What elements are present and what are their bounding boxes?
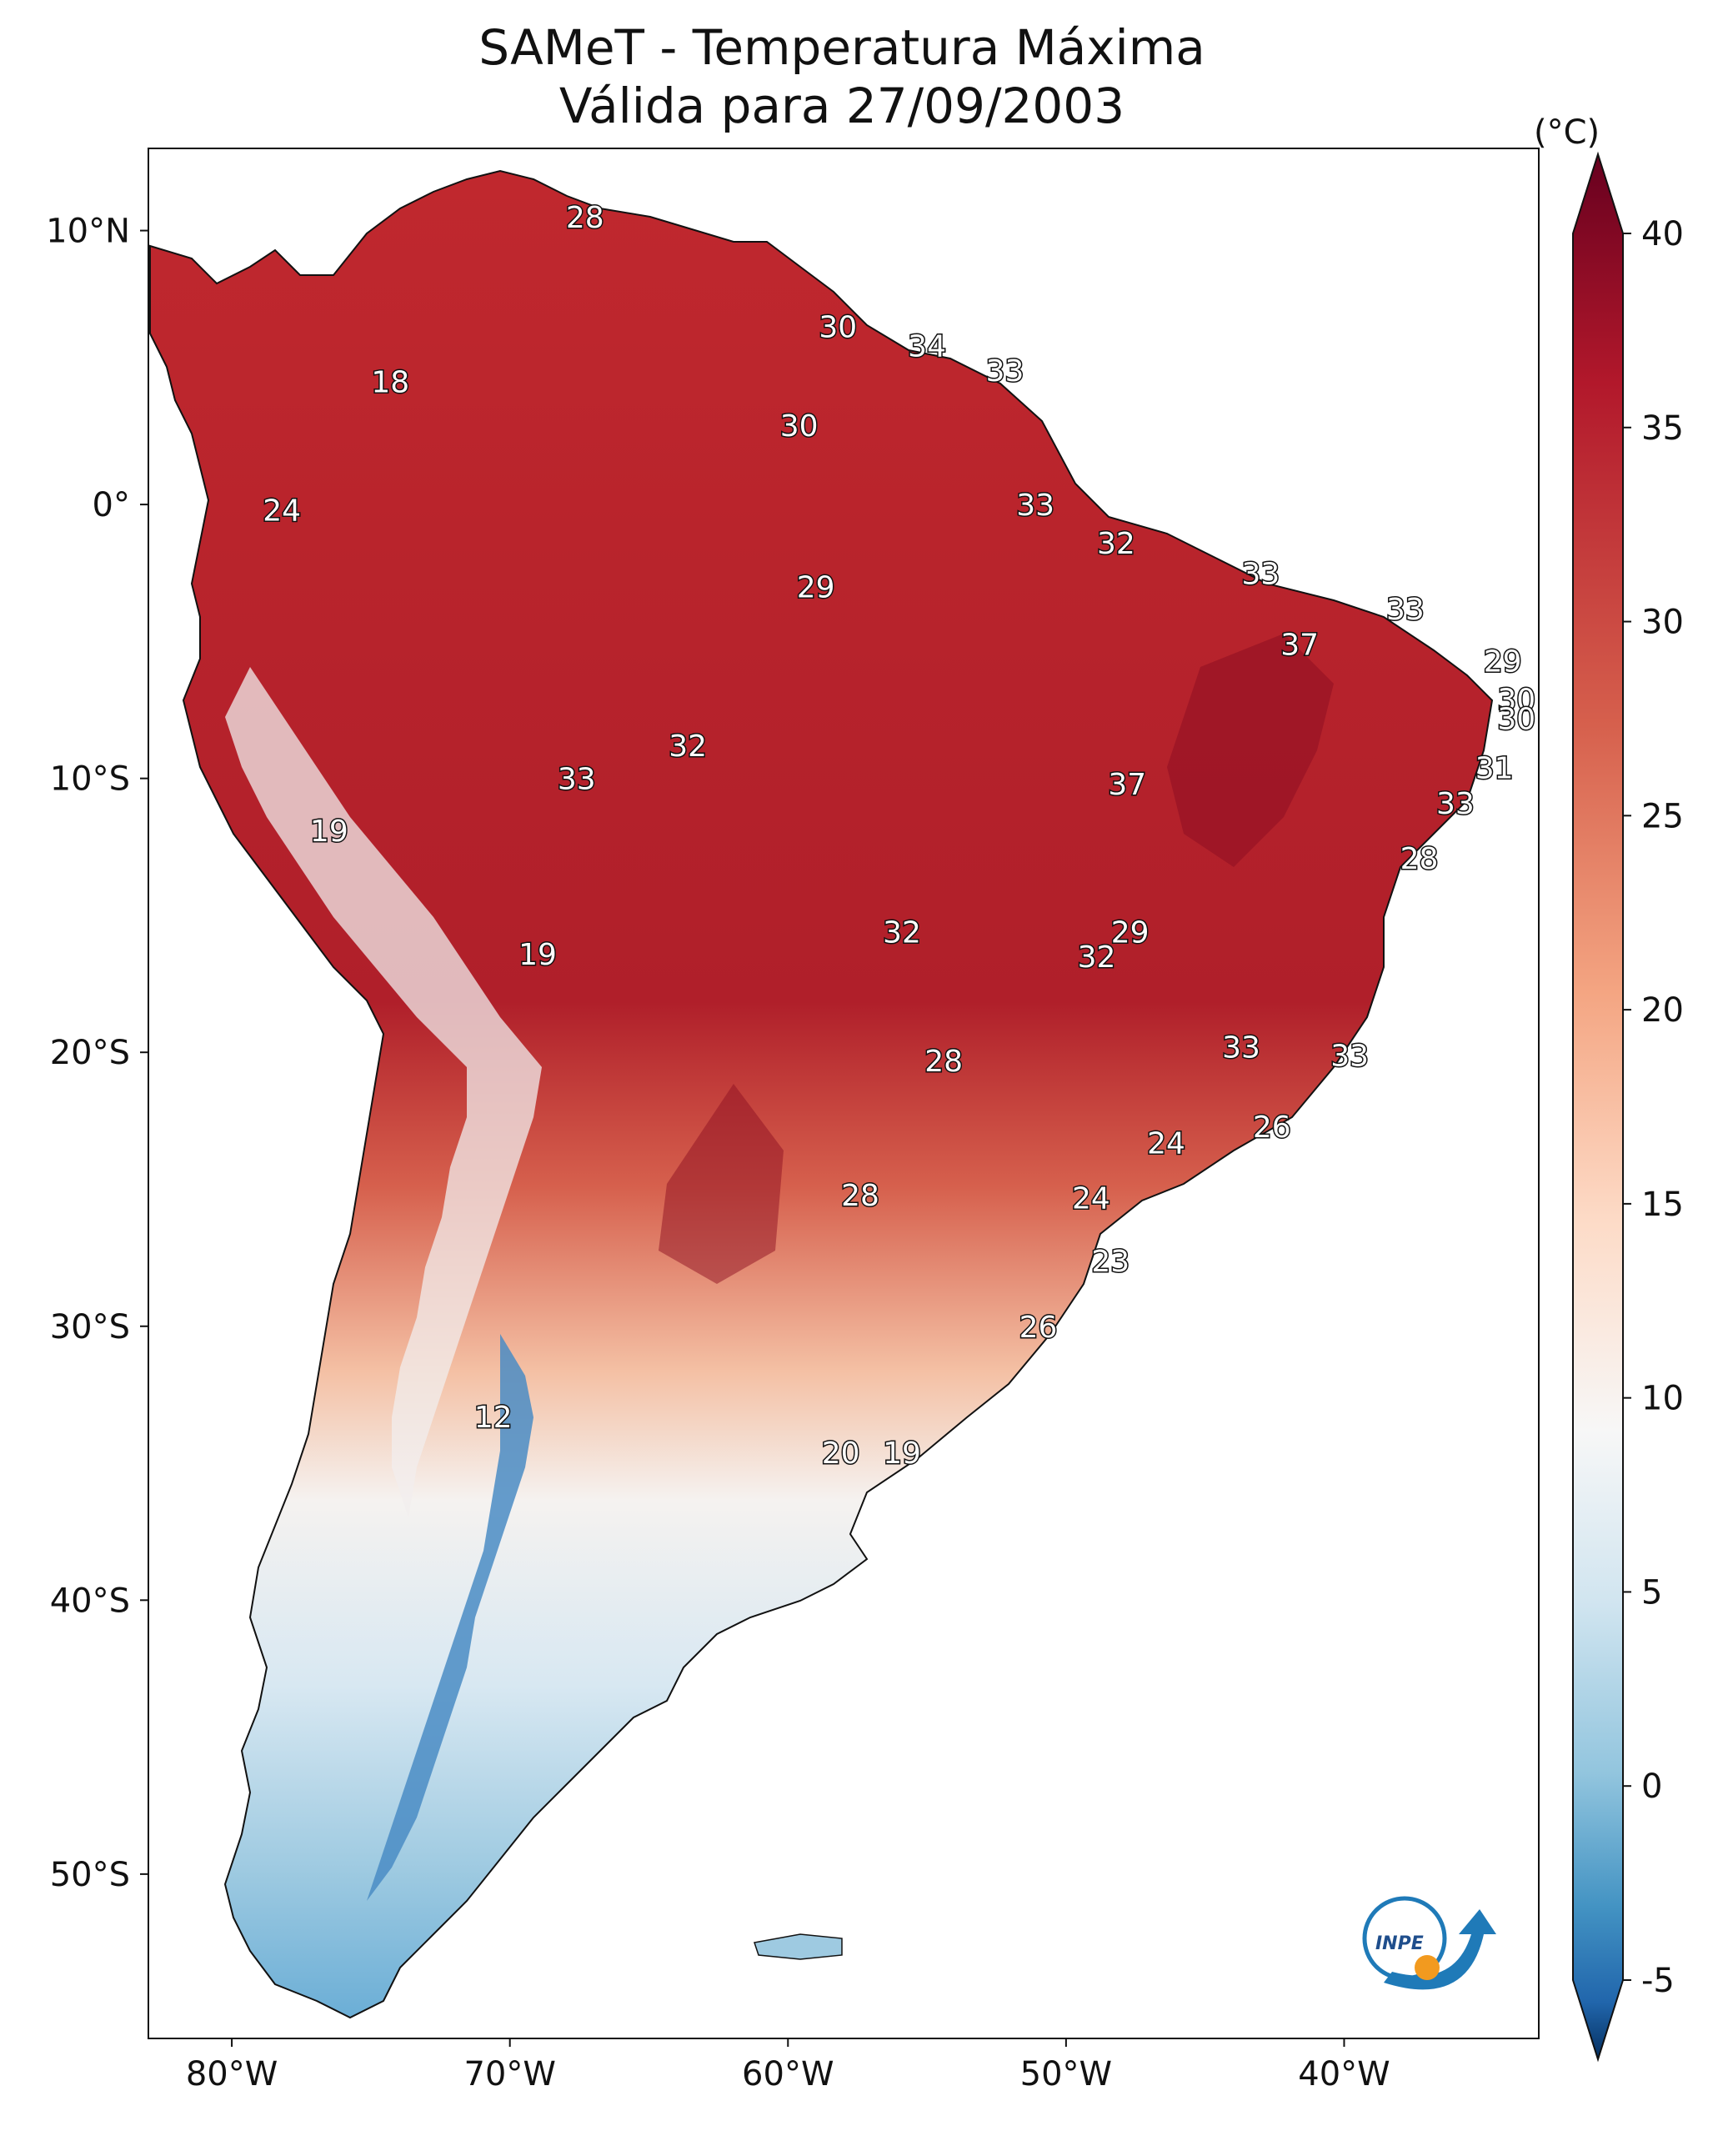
contour-label: 32 — [1097, 527, 1135, 561]
map-subtitle: Válida para 27/09/2003 — [558, 78, 1125, 134]
contour-label: 19 — [518, 938, 557, 972]
contour-label: 30 — [819, 311, 857, 345]
contour-label: 31 — [1475, 752, 1514, 786]
lon-tick-label: 80°W — [186, 2055, 278, 2093]
colorbar-tick-label: -5 — [1641, 1962, 1675, 2000]
contour-label: 19 — [310, 815, 348, 849]
lat-tick-label: 30°S — [50, 1308, 130, 1346]
contour-label: 30 — [780, 409, 819, 444]
contour-label: 33 — [1330, 1040, 1369, 1074]
colorbar-tick-label: 25 — [1641, 797, 1684, 835]
contour-label: 19 — [883, 1436, 921, 1471]
lon-tick-label: 50°W — [1020, 2055, 1112, 2093]
contour-label: 30 — [1497, 702, 1535, 736]
contour-label: 33 — [1241, 557, 1280, 591]
colorbar: (°C) 40 35 30 25 20 15 10 5 0 -5 — [1534, 113, 1684, 2063]
contour-label: 29 — [797, 571, 835, 605]
colorbar-tick-label: 30 — [1641, 604, 1684, 642]
contour-label: 18 — [371, 365, 409, 399]
lat-tick-label: 50°S — [50, 1856, 130, 1894]
lat-tick-label: 0° — [93, 486, 130, 524]
contour-label: 26 — [1253, 1111, 1291, 1145]
colorbar-tick-label: 5 — [1641, 1573, 1662, 1612]
colorbar-tick-label: 0 — [1641, 1767, 1662, 1806]
colorbar-tick-label: 20 — [1641, 991, 1684, 1030]
lon-tick-label: 60°W — [742, 2055, 834, 2093]
contour-label: 32 — [883, 916, 921, 950]
south-america-land — [149, 169, 1494, 2019]
contour-label: 26 — [1019, 1311, 1058, 1345]
colorbar-gradient — [1572, 151, 1624, 2063]
map-frame — [148, 148, 1540, 2039]
colorbar-ticks: 40 35 30 25 20 15 10 5 0 -5 — [1623, 215, 1684, 2000]
colorbar-tick-label: 40 — [1641, 215, 1684, 253]
contour-label: 33 — [558, 763, 596, 797]
contour-label: 33 — [986, 354, 1024, 389]
colorbar-unit: (°C) — [1534, 113, 1600, 152]
contour-label: 30 — [1497, 683, 1535, 717]
continent-layer — [149, 169, 1494, 2019]
lat-tick-label: 40°S — [50, 1582, 130, 1620]
contour-label: 33 — [1386, 593, 1425, 627]
contour-label: 28 — [1400, 842, 1439, 876]
colorbar-tick-label: 15 — [1641, 1186, 1684, 1224]
hot-core-northeast — [1167, 634, 1334, 867]
inpe-logo-text: INPE — [1375, 1933, 1424, 1954]
contour-label: 24 — [1147, 1127, 1185, 1161]
inpe-arrow-icon — [1384, 1909, 1496, 1990]
colorbar-tick-label: 10 — [1641, 1380, 1684, 1418]
contour-label: 34 — [908, 330, 946, 364]
contour-label: 23 — [1091, 1245, 1129, 1279]
longitude-axis: 80°W 70°W 60°W 50°W 40°W — [186, 2038, 1390, 2093]
lat-tick-label: 10°S — [50, 760, 130, 799]
contour-label: 28 — [566, 201, 604, 235]
contour-label: 28 — [841, 1179, 879, 1213]
latitude-axis: 10°N 0° 10°S 20°S 30°S 40°S 50°S — [46, 213, 148, 1894]
contour-label: 12 — [474, 1401, 513, 1435]
map-title: SAMeT - Temperatura Máxima — [478, 19, 1205, 76]
contour-label: 20 — [822, 1436, 860, 1471]
contour-label: 24 — [263, 494, 301, 529]
contour-label: 29 — [1111, 916, 1150, 950]
inpe-sun-icon — [1415, 1955, 1440, 1980]
contour-label: 28 — [924, 1045, 963, 1079]
lon-tick-label: 40°W — [1298, 2055, 1390, 2093]
contour-label: 29 — [1484, 644, 1522, 679]
contour-label: 33 — [1222, 1031, 1260, 1065]
lat-tick-label: 10°N — [46, 213, 130, 251]
contour-label: 32 — [1078, 940, 1116, 975]
contour-label: 37 — [1280, 629, 1319, 663]
lat-tick-label: 20°S — [50, 1034, 130, 1072]
falkland-islands — [754, 1933, 843, 1960]
contour-label: 32 — [669, 730, 707, 764]
contour-label: 24 — [1072, 1181, 1110, 1216]
contour-label: 33 — [1436, 787, 1475, 821]
hot-core-chaco — [659, 1084, 784, 1284]
contour-label: 37 — [1108, 768, 1146, 802]
andes-cool-band — [225, 667, 542, 1517]
lon-tick-label: 70°W — [463, 2055, 555, 2093]
inpe-logo: INPE — [1362, 1896, 1496, 1990]
contour-label: 33 — [1016, 489, 1054, 523]
colorbar-tick-label: 35 — [1641, 409, 1684, 448]
andes-cold-core — [367, 1334, 533, 1901]
